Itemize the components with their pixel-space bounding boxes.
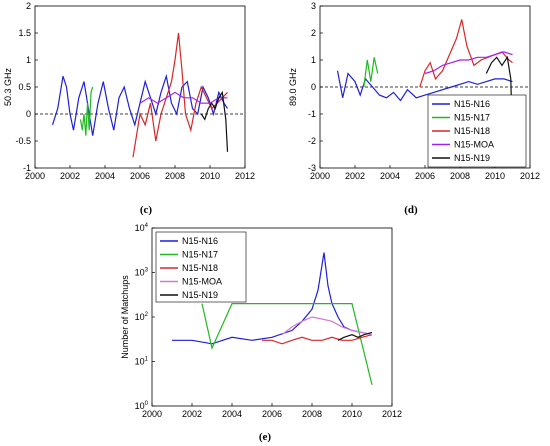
x-tick-label: 2012 bbox=[382, 409, 402, 419]
legend-box bbox=[155, 231, 247, 303]
x-tick-label: 2008 bbox=[302, 409, 322, 419]
chart-panel-2: 2000 2002 2004 2006 2008 2010 2012 100 101 102 103… bbox=[120, 223, 402, 443]
x-tick-label: 2000 bbox=[310, 171, 330, 181]
legend-entry: N15-N18 bbox=[454, 126, 490, 136]
series-line-N15-MOA bbox=[424, 51, 513, 75]
y-tick-label: 0 bbox=[311, 82, 316, 92]
x-tick-label: 2000 bbox=[25, 171, 45, 181]
series-line-N15-N19 bbox=[337, 331, 373, 341]
y-tick-label: -3 bbox=[308, 163, 316, 173]
y-tick-label: 102 bbox=[135, 312, 149, 322]
legend-entry: N15-N16 bbox=[182, 236, 218, 246]
y-tick-label: 103 bbox=[135, 268, 149, 278]
y-axis-label: Number of Matchups bbox=[120, 275, 130, 359]
y-tick-label: -2 bbox=[308, 136, 316, 146]
x-tick-label: 2010 bbox=[342, 409, 362, 419]
y-tick-label: -1 bbox=[23, 163, 31, 173]
x-tick-label: 2002 bbox=[60, 171, 80, 181]
series-line-N15-N17 bbox=[201, 303, 373, 385]
series-line-3 bbox=[139, 91, 228, 104]
y-tick-label: 104 bbox=[135, 223, 149, 233]
panel-label: (e) bbox=[259, 431, 272, 443]
y-tick-label: -1 bbox=[308, 109, 316, 119]
x-tick-label: 2006 bbox=[130, 171, 150, 181]
legend-entry: N15-N19 bbox=[454, 153, 490, 163]
x-tick-label: 2006 bbox=[262, 409, 282, 419]
x-tick-label: 2008 bbox=[165, 171, 185, 181]
legend-entry: N15-N17 bbox=[454, 113, 490, 123]
y-tick-label: 2 bbox=[26, 1, 31, 11]
legend-entry: N15-MOA bbox=[182, 277, 222, 287]
legend-entry: N15-N19 bbox=[182, 290, 218, 300]
panel-label: (d) bbox=[404, 204, 418, 216]
y-tick-label: 0.5 bbox=[18, 82, 31, 92]
legend-entry: N15-MOA bbox=[454, 140, 494, 150]
legend-entry: N15-N17 bbox=[182, 250, 218, 260]
x-tick-label: 2006 bbox=[415, 171, 435, 181]
y-tick-label: 0 bbox=[26, 109, 31, 119]
x-tick-label: 2000 bbox=[142, 409, 162, 419]
chart-panel-0: 2000 2002 2004 2006 2008 2010 2012 -1 -0.5 0 0.5 1 1… bbox=[3, 1, 255, 216]
series-line-N15-N17 bbox=[363, 57, 379, 88]
y-tick-label: 100 bbox=[135, 401, 149, 411]
x-tick-label: 2002 bbox=[182, 409, 202, 419]
y-axis-label: 89.0 GHz bbox=[288, 67, 298, 106]
y-tick-label: 1.5 bbox=[18, 28, 31, 38]
y-tick-label: 1 bbox=[26, 55, 31, 65]
chart-panel-1: 2000 2002 2004 2006 2008 2010 2012 -3 -2 -1 0 1 2 3 89… bbox=[288, 1, 540, 216]
y-tick-label: -0.5 bbox=[15, 136, 31, 146]
series-line-N15-N18 bbox=[262, 334, 373, 345]
panel-label: (c) bbox=[140, 204, 153, 216]
x-tick-label: 2002 bbox=[345, 171, 365, 181]
y-tick-label: 1 bbox=[311, 55, 316, 65]
y-tick-label: 2 bbox=[311, 28, 316, 38]
legend-entry: N15-N18 bbox=[182, 263, 218, 273]
x-tick-label: 2004 bbox=[95, 171, 115, 181]
x-tick-label: 2012 bbox=[235, 171, 255, 181]
x-tick-label: 2008 bbox=[450, 171, 470, 181]
x-tick-label: 2004 bbox=[380, 171, 400, 181]
y-tick-label: 101 bbox=[135, 357, 149, 367]
y-tick-label: 3 bbox=[311, 1, 316, 11]
y-axis-label: 50.3 GHz bbox=[3, 67, 13, 106]
x-tick-label: 2010 bbox=[485, 171, 505, 181]
x-tick-label: 2012 bbox=[520, 171, 540, 181]
series-line-0 bbox=[51, 73, 229, 136]
series-line-N15-N16 bbox=[336, 70, 513, 102]
x-tick-label: 2010 bbox=[200, 171, 220, 181]
legend-entry: N15-N16 bbox=[454, 99, 490, 109]
series-line-N15-MOA bbox=[281, 316, 373, 336]
series-line-1 bbox=[79, 86, 94, 136]
series-line-N15-N19 bbox=[485, 55, 514, 147]
plot-frame bbox=[34, 5, 246, 169]
series-line-4 bbox=[200, 90, 229, 152]
x-tick-label: 2004 bbox=[222, 409, 242, 419]
